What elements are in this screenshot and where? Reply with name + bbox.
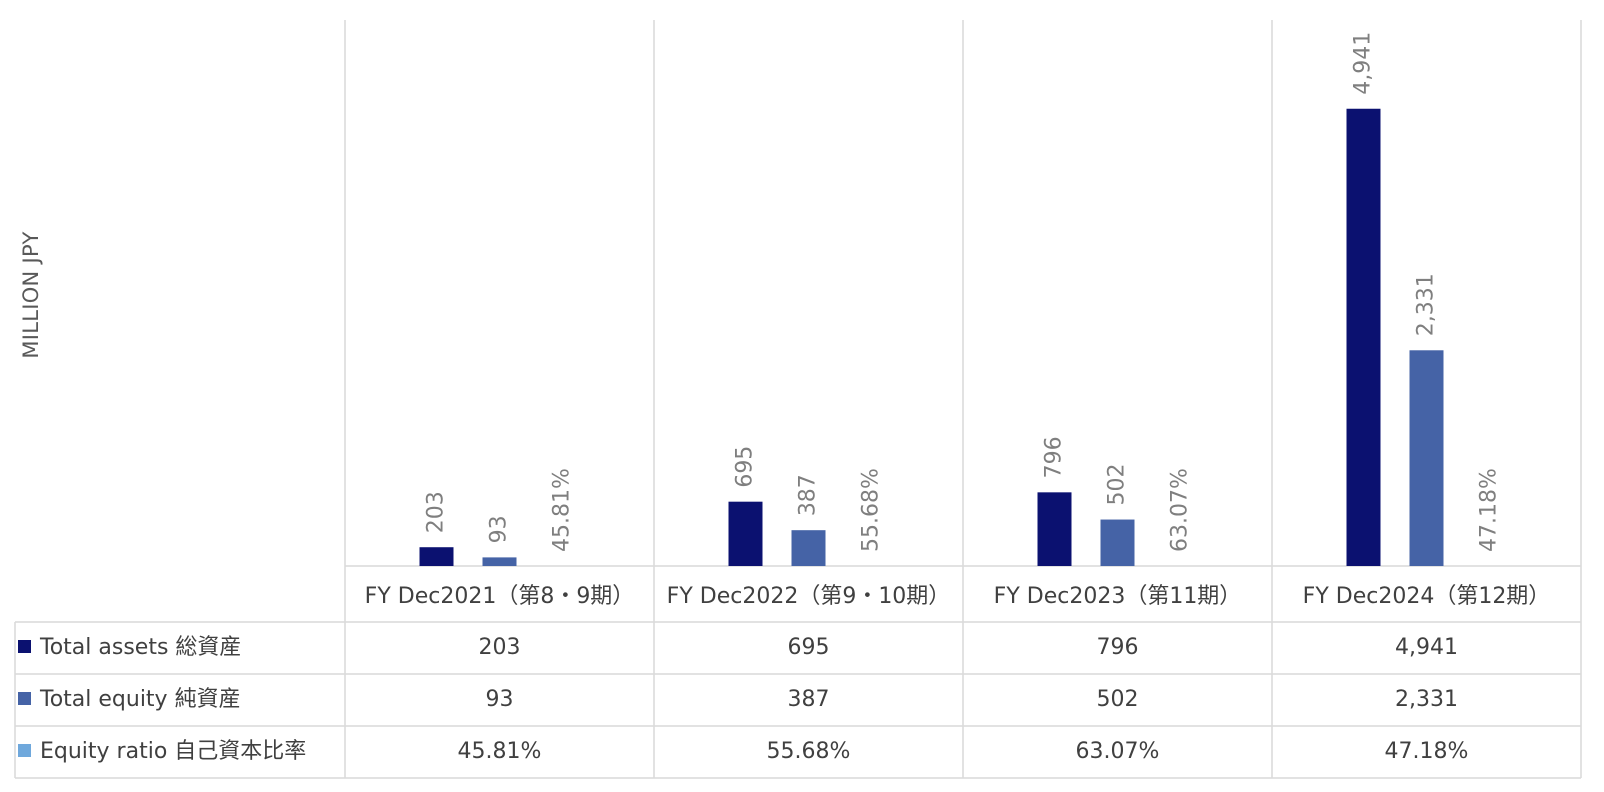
bar <box>1409 350 1444 566</box>
table-cell: 796 <box>1096 635 1139 660</box>
table-row-label: Equity ratio 自己資本比率 <box>18 726 306 778</box>
table-cell: 203 <box>478 635 521 660</box>
bar <box>1037 492 1072 566</box>
bar <box>482 557 517 566</box>
table-cell: 502 <box>1096 687 1139 712</box>
data-label: 47.18% <box>1477 468 1502 552</box>
legend-swatch <box>18 744 31 757</box>
bar <box>728 501 763 566</box>
data-label: 387 <box>796 474 821 516</box>
data-label: 93 <box>487 515 512 543</box>
x-tick-label: FY Dec2021（第8・9期） <box>364 584 635 609</box>
table-cell: 45.81% <box>457 739 542 764</box>
data-label: 55.68% <box>859 468 884 552</box>
table-row-label: Total equity 純資産 <box>18 674 241 726</box>
x-tick-label: FY Dec2022（第9・10期） <box>666 584 951 609</box>
legend-swatch <box>18 640 31 653</box>
bar <box>1346 108 1381 566</box>
data-label: 502 <box>1105 464 1130 506</box>
table-cell: 4,941 <box>1395 635 1458 660</box>
data-label: 45.81% <box>550 468 575 552</box>
x-tick-label: FY Dec2024（第12期） <box>1302 584 1551 609</box>
legend-label: Total assets 総資産 <box>40 635 242 660</box>
legend-label: Total equity 純資産 <box>40 687 241 712</box>
table-cell: 55.68% <box>766 739 851 764</box>
data-label: 63.07% <box>1168 468 1193 552</box>
table-cell: 695 <box>787 635 830 660</box>
table-cell: 387 <box>787 687 830 712</box>
data-label: 2,331 <box>1414 273 1439 336</box>
data-label: 4,941 <box>1351 32 1376 95</box>
data-label: 796 <box>1042 436 1067 478</box>
legend-swatch <box>18 692 31 705</box>
table-cell: 47.18% <box>1384 739 1469 764</box>
table-cell: 63.07% <box>1075 739 1160 764</box>
table-cell: 2,331 <box>1395 687 1458 712</box>
table-row-label: Total assets 総資産 <box>18 622 241 674</box>
data-label: 203 <box>424 491 449 533</box>
bar <box>1100 519 1135 566</box>
data-label: 695 <box>733 446 758 488</box>
bar <box>791 530 826 566</box>
bar <box>419 547 454 566</box>
x-tick-label: FY Dec2023（第11期） <box>993 584 1242 609</box>
table-cell: 93 <box>485 687 514 712</box>
legend-label: Equity ratio 自己資本比率 <box>40 739 307 764</box>
